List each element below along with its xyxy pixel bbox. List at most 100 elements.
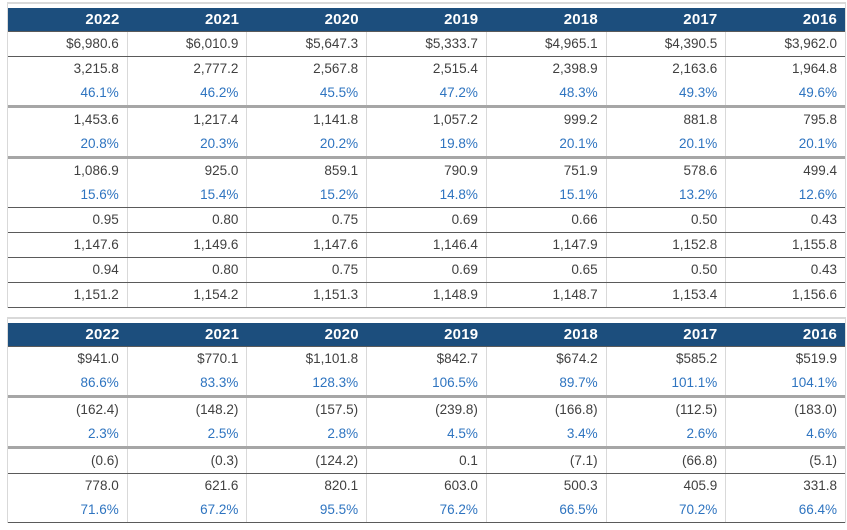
data-cell: 0.94 (92, 262, 119, 277)
data-cell: 795.8 (725, 108, 845, 132)
data-cell: 49.6% (725, 81, 845, 105)
data-cell: 0.80 (126, 258, 247, 282)
data-cell: 925.0 (126, 159, 247, 183)
year-header-row: 2022 2021 2020 2019 2018 2017 2016 (8, 8, 845, 32)
data-cell: 66.5% (485, 498, 606, 522)
table-row: 86.6% 83.3% 128.3% 106.5% 89.7% 101.1% 104.1% (8, 371, 845, 398)
data-cell: 70.2% (605, 498, 726, 522)
table-row: 1,151.2 1,154.2 1,151.3 1,148.9 1,148.7 1,153… (8, 283, 845, 308)
data-cell: 500.3 (485, 474, 606, 498)
year-header-cell: 2019 (444, 11, 479, 28)
data-cell: 331.8 (725, 474, 845, 498)
table-row: 0.95 0.80 0.75 0.69 0.66 0.50 0.43 (8, 208, 845, 233)
data-cell: 106.5% (366, 371, 486, 395)
data-cell: 13.2% (605, 183, 726, 207)
data-cell: 2,398.9 (485, 57, 606, 81)
financial-table-bottom: 2022 2021 2020 2019 2018 2017 2016 $941.0 $770.… (7, 317, 846, 523)
data-cell: (7.1) (485, 449, 606, 473)
data-cell: 2.6% (605, 422, 726, 446)
table-row: (0.6) (0.3) (124.2) 0.1 (7.1) (66.8) (5.1) (8, 449, 845, 474)
data-cell: 1,148.7 (485, 283, 606, 307)
table-row: 1,147.6 1,149.6 1,147.6 1,146.4 1,147.9 1,152… (8, 233, 845, 258)
data-cell: (157.5) (246, 398, 366, 422)
data-cell: 86.6% (80, 375, 119, 390)
data-cell: 1,154.2 (126, 283, 247, 307)
data-cell: 76.2% (366, 498, 486, 522)
data-cell: 0.69 (366, 258, 486, 282)
table-row: (162.4) (148.2) (157.5) (239.8) (166.8) (112.… (8, 398, 845, 422)
data-cell: 0.69 (366, 208, 486, 232)
data-cell: $4,390.5 (605, 32, 726, 56)
data-cell: $770.1 (126, 347, 247, 371)
year-header-cell: 2020 (324, 326, 359, 343)
table-row: 1,453.6 1,217.4 1,141.8 1,057.2 999.2 881.8 79… (8, 108, 845, 132)
data-cell: 20.1% (725, 132, 845, 156)
data-cell: $585.2 (605, 347, 726, 371)
data-cell: 66.4% (725, 498, 845, 522)
data-cell: 790.9 (366, 159, 486, 183)
data-cell: 1,153.4 (605, 283, 726, 307)
data-cell: $6,010.9 (126, 32, 247, 56)
data-cell: 0.43 (725, 208, 845, 232)
data-cell: (0.3) (126, 449, 247, 473)
data-cell: (162.4) (75, 402, 119, 417)
year-header-cell: 2017 (683, 326, 718, 343)
table-row: 1,086.9 925.0 859.1 790.9 751.9 578.6 499.4 (8, 159, 845, 183)
data-cell: 1,217.4 (126, 108, 247, 132)
data-cell: 3,215.8 (73, 61, 119, 76)
data-cell: 67.2% (126, 498, 247, 522)
data-cell: 46.1% (80, 85, 119, 100)
year-header-cell: 2021 (204, 326, 240, 343)
data-cell: 0.50 (605, 208, 726, 232)
data-cell: $6,980.6 (66, 36, 119, 51)
data-cell: 2.3% (87, 426, 119, 441)
table-row: 15.6% 15.4% 15.2% 14.8% 15.1% 13.2% 12.6% (8, 183, 845, 208)
table-row: 3,215.8 2,777.2 2,567.8 2,515.4 2,398.9 2,163… (8, 57, 845, 81)
table-row: 71.6% 67.2% 95.5% 76.2% 66.5% 70.2% 66.4% (8, 498, 845, 523)
data-cell: (124.2) (246, 449, 366, 473)
data-cell: 1,147.6 (246, 233, 366, 257)
data-cell: 2.5% (126, 422, 247, 446)
data-cell: 1,141.8 (246, 108, 366, 132)
data-cell: (0.6) (90, 453, 119, 468)
year-header-cell: 2017 (683, 11, 718, 28)
data-cell: 0.75 (246, 208, 366, 232)
data-cell: 0.75 (246, 258, 366, 282)
data-cell: 0.80 (126, 208, 247, 232)
data-cell: 0.43 (725, 258, 845, 282)
year-header-cell: 2021 (204, 11, 240, 28)
data-cell: 3.4% (485, 422, 606, 446)
data-cell: 1,453.6 (73, 112, 119, 127)
data-cell: 999.2 (485, 108, 606, 132)
data-cell: $4,965.1 (485, 32, 606, 56)
data-cell: 20.8% (80, 136, 119, 151)
data-cell: 48.3% (485, 81, 606, 105)
data-cell: $5,647.3 (246, 32, 366, 56)
data-cell: 15.6% (80, 187, 119, 202)
data-cell: (66.8) (605, 449, 726, 473)
data-cell: 14.8% (366, 183, 486, 207)
data-cell: 1,155.8 (725, 233, 845, 257)
data-cell: 71.6% (80, 502, 119, 517)
table-row: $6,980.6 $6,010.9 $5,647.3 $5,333.7 $4,965.1… (8, 32, 845, 57)
data-cell: 621.6 (126, 474, 247, 498)
year-header-cell: 2020 (324, 11, 359, 28)
data-cell: 778.0 (84, 478, 119, 493)
year-header-cell: 2022 (85, 11, 120, 28)
table-row: 46.1% 46.2% 45.5% 47.2% 48.3% 49.3% 49.6% (8, 81, 845, 108)
data-cell: 1,086.9 (73, 163, 119, 178)
data-cell: 4.5% (366, 422, 486, 446)
data-cell: $1,101.8 (246, 347, 366, 371)
table-row: 0.94 0.80 0.75 0.69 0.65 0.50 0.43 (8, 258, 845, 283)
financial-table-top: 2022 2021 2020 2019 2018 2017 2016 $6,980.6 $6,… (7, 2, 846, 308)
table-row: 2.3% 2.5% 2.8% 4.5% 3.4% 2.6% 4.6% (8, 422, 845, 449)
data-cell: 47.2% (366, 81, 486, 105)
data-cell: 20.1% (605, 132, 726, 156)
data-cell: 83.3% (126, 371, 247, 395)
data-cell: 15.4% (126, 183, 247, 207)
table-row: $941.0 $770.1 $1,101.8 $842.7 $674.2 $585.2 $5… (8, 347, 845, 371)
data-cell: 45.5% (246, 81, 366, 105)
data-cell: (148.2) (126, 398, 247, 422)
data-cell: 20.1% (485, 132, 606, 156)
